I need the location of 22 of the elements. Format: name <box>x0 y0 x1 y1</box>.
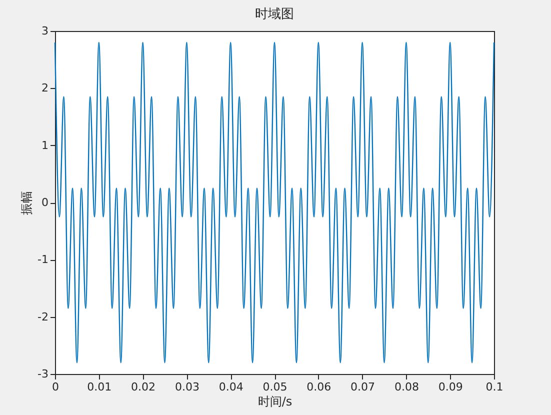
y-tick-label: -2 <box>38 310 48 324</box>
y-tick-label: -1 <box>38 253 48 266</box>
y-axis-title: 振幅 <box>20 191 34 215</box>
x-tick-label: 0.07 <box>350 380 376 394</box>
x-tick-label: 0.01 <box>87 380 112 394</box>
chart-title: 时域图 <box>255 7 294 22</box>
y-tick-label: -3 <box>38 368 48 380</box>
y-tick-label: 2 <box>42 82 48 95</box>
x-tick-label: 0.02 <box>131 380 156 394</box>
x-tick-label: 0.09 <box>438 380 463 394</box>
y-tick-label: 0 <box>42 196 48 209</box>
y-tick-label: 3 <box>42 24 48 38</box>
x-tick-label: 0 <box>52 380 59 394</box>
x-tick-label: 0.04 <box>218 380 244 394</box>
line-series <box>54 42 495 364</box>
x-tick-label: 0.08 <box>394 380 419 394</box>
x-tick-label: 0.06 <box>306 380 332 394</box>
x-tick-label: 0.05 <box>262 380 288 394</box>
x-axis-title: 时间/s <box>258 394 292 408</box>
x-tick-label: 0.03 <box>174 380 200 394</box>
y-tick-label: 1 <box>42 138 48 152</box>
x-tick-label: 0.1 <box>486 380 504 394</box>
